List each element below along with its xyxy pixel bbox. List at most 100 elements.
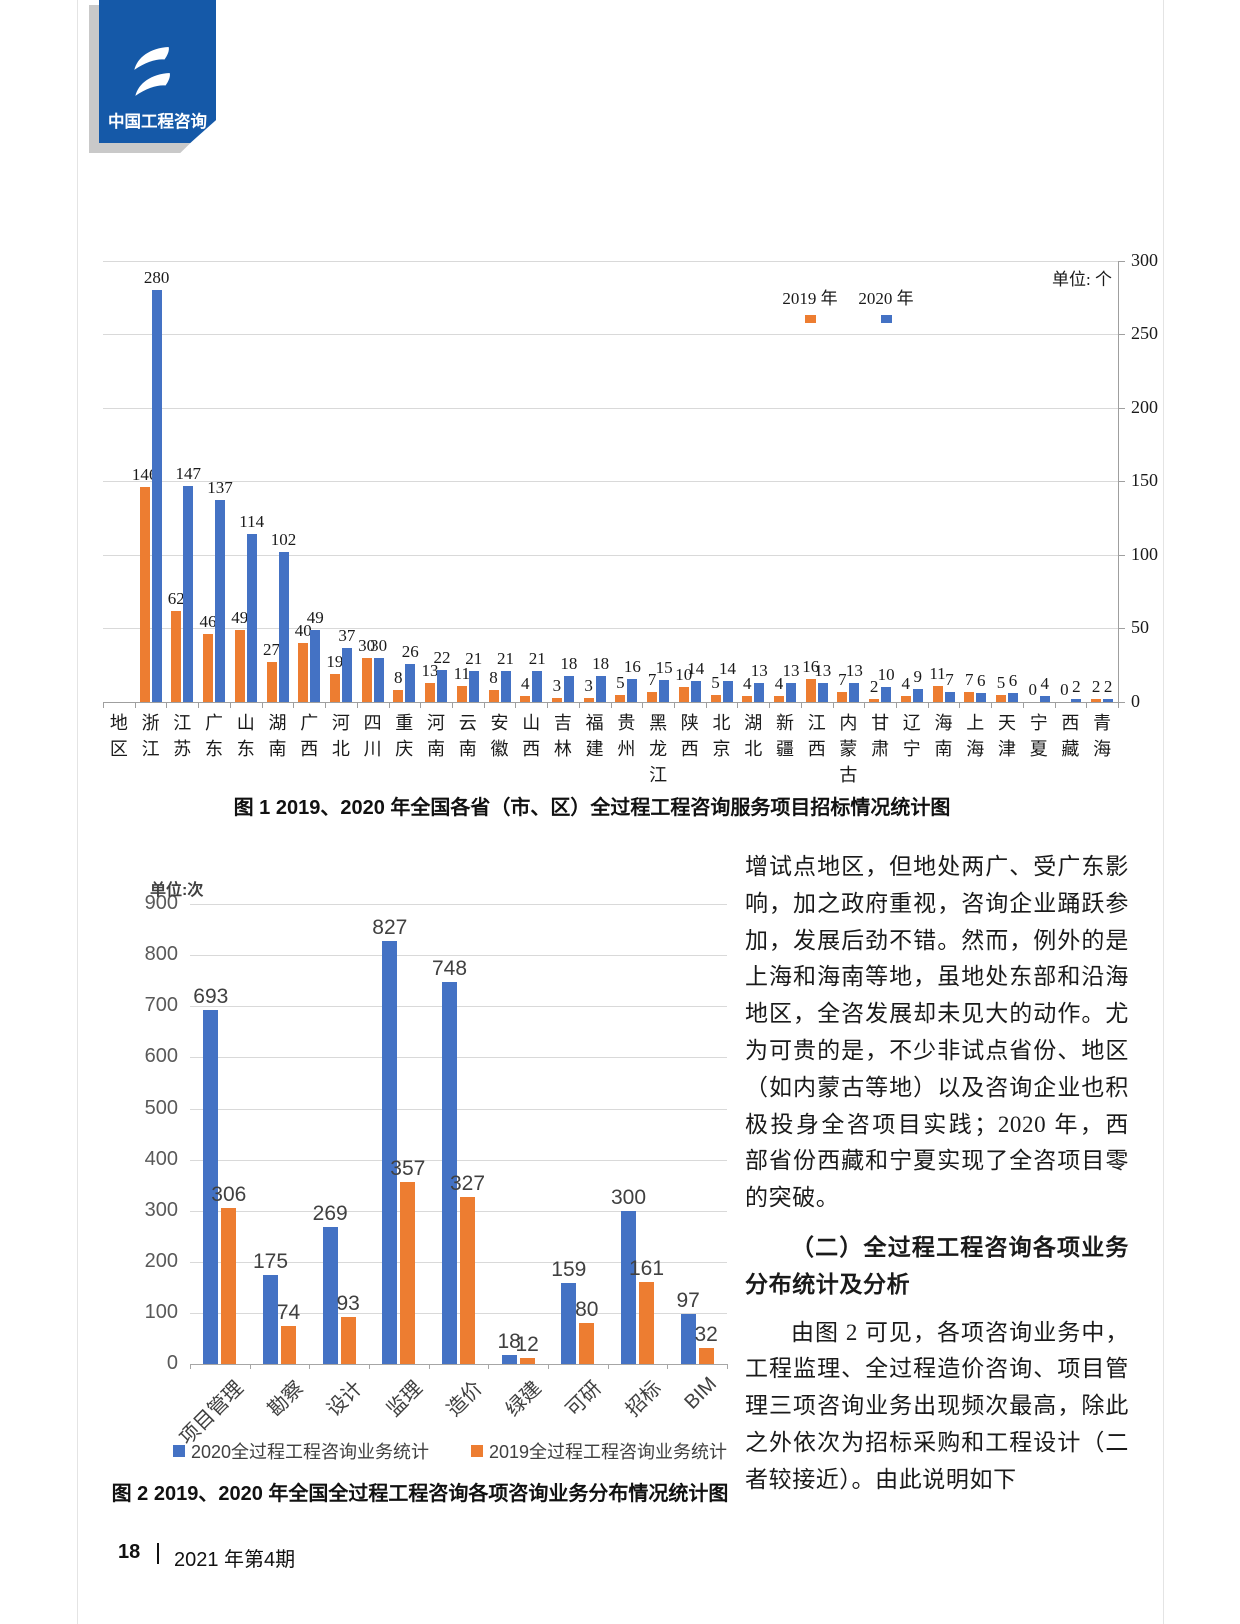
bar (627, 678, 638, 702)
bar (722, 681, 733, 702)
category-label: 云 南 (458, 713, 477, 759)
bar (710, 694, 721, 702)
x-axis-tick (428, 1364, 430, 1369)
chart1-legend-label-2020: 2020 年 (858, 289, 914, 308)
category-label: 绿建 (502, 1377, 547, 1422)
chart2-legend-item-2020: 2020全过程工程咨询业务统计 (172, 1438, 429, 1464)
category-label: 甘 肃 (871, 713, 890, 759)
bar-label: 13 (782, 660, 800, 680)
bar-label: 46 (199, 612, 217, 632)
category-label: 河 南 (427, 713, 445, 759)
x-axis-tick (309, 1364, 311, 1369)
bar (532, 671, 543, 702)
gridline (103, 554, 1118, 556)
x-axis-title: 地 区 (109, 713, 128, 759)
footer-divider (157, 1543, 159, 1564)
bar-label: 159 (551, 1257, 587, 1281)
category-label: 广 东 (205, 713, 223, 759)
y-tick-label: 300 (144, 1198, 178, 1221)
x-axis-tick (800, 702, 802, 708)
category-label: 勘察 (263, 1377, 308, 1422)
bar-label: 147 (175, 463, 202, 483)
bar-label: 37 (338, 625, 356, 645)
category-label: 湖 北 (744, 713, 763, 759)
bar-label: 2 (1072, 677, 1081, 697)
x-axis-tick (705, 702, 707, 708)
y-axis-tick (1118, 702, 1125, 703)
chart2-unit-label: 单位:次 (150, 882, 204, 899)
category-label: 湖 南 (268, 713, 287, 759)
bar-label: 4 (520, 674, 530, 694)
bar-label: 19 (326, 652, 344, 671)
bar-label: 18 (592, 653, 610, 673)
bar-label: 2 (1091, 677, 1101, 697)
brand-swoosh-icon (134, 47, 170, 96)
category-label: 可研 (561, 1377, 606, 1422)
bar-label: 2 (1103, 677, 1113, 697)
x-axis-tick (166, 702, 168, 708)
bar-label: 49 (306, 607, 324, 627)
category-label: 海 南 (934, 713, 953, 759)
bar (932, 685, 943, 702)
bar-label: 11 (453, 663, 470, 683)
x-axis-tick (488, 1364, 490, 1369)
y-axis-tick (1118, 628, 1125, 630)
category-label: BIM (680, 1373, 721, 1414)
bar-label: 3 (584, 675, 593, 695)
category-label: 辽 宁 (902, 713, 921, 759)
gridline (190, 1159, 727, 1161)
x-axis-tick (356, 702, 358, 708)
chart1-legend-swatch-2019 (804, 315, 816, 323)
y-tick-label: 250 (1131, 323, 1158, 344)
bar (639, 1281, 654, 1364)
x-axis-tick (896, 702, 897, 708)
bar-label: 269 (312, 1201, 348, 1225)
bar-label: 13 (814, 660, 832, 680)
category-label: 设计 (323, 1377, 368, 1422)
bar (234, 629, 245, 702)
bar (373, 657, 384, 702)
bar (912, 688, 923, 702)
category-label: 山 东 (236, 713, 255, 759)
bar (460, 1196, 475, 1364)
chart1-legend-label-2019: 2019 年 (782, 289, 838, 308)
x-axis-tick (927, 702, 929, 708)
bar (595, 675, 606, 702)
category-label: 天 津 (998, 713, 1016, 759)
bar-label: 5 (996, 672, 1006, 692)
footer-issue: 2021 年第4期 (174, 1549, 296, 1571)
gridline (103, 260, 1118, 262)
bar-label: 7 (945, 669, 954, 689)
y-tick-label: 800 (144, 943, 178, 966)
chart2-legend-item-2019: 2019全过程工程咨询业务统计 (471, 1438, 727, 1464)
bar-label: 102 (270, 529, 297, 549)
bar-label: 30 (358, 635, 376, 655)
bar (203, 634, 213, 702)
bar (964, 691, 975, 702)
bar-label: 300 (610, 1185, 647, 1209)
bar (442, 981, 457, 1364)
x-axis-tick (515, 702, 517, 708)
y-axis-line (1118, 260, 1119, 702)
figure1-caption: 图 1 2019、2020 年全国各省（市、区）全过程工程咨询服务项目招标情况统… (233, 797, 951, 819)
bar-label: 21 (465, 649, 483, 669)
bar (183, 485, 194, 702)
bar-label: 3 (552, 675, 562, 695)
bar-label: 14 (687, 659, 705, 679)
y-tick-label: 600 (144, 1045, 178, 1068)
category-label: 福 建 (585, 713, 604, 759)
bar (382, 941, 398, 1364)
bar (139, 487, 150, 702)
logo-tab: 中国工程咨询 (99, 0, 216, 143)
bar (996, 694, 1006, 702)
bar-label: 7 (838, 669, 847, 689)
bar-label: 27 (263, 640, 280, 660)
category-label: 陕 西 (680, 713, 699, 759)
bar-label: 80 (575, 1298, 599, 1322)
x-axis-tick (610, 702, 612, 708)
bar (278, 551, 289, 702)
bar (520, 696, 531, 702)
bar-label: 18 (560, 653, 578, 673)
bar-label: 748 (431, 956, 468, 980)
chart2-legend-swatch-2020 (172, 1445, 185, 1457)
